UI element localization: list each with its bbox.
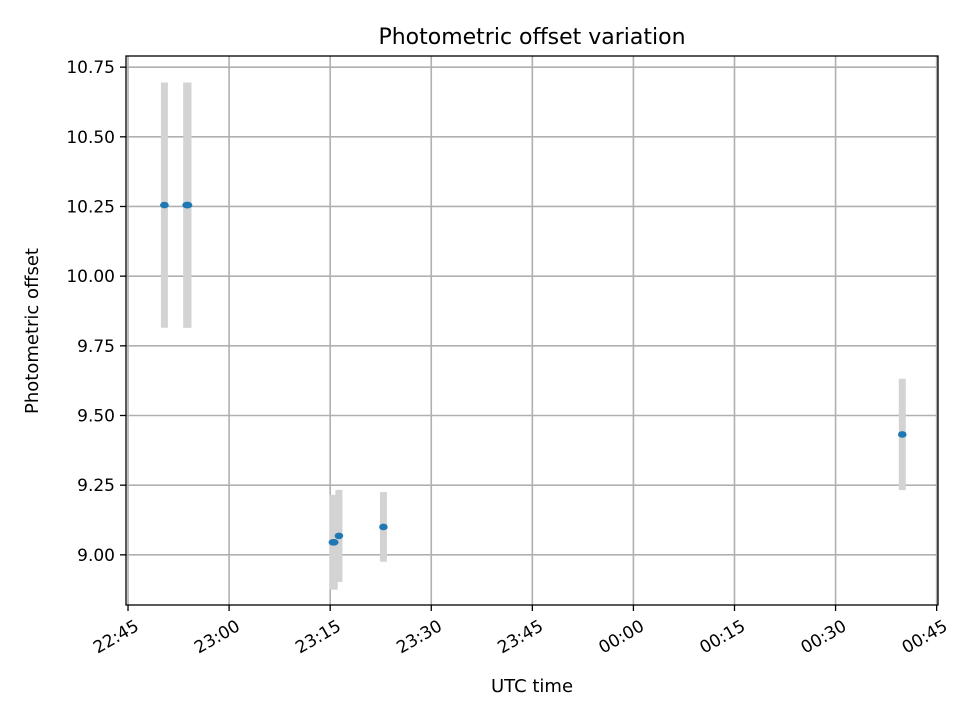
data-point xyxy=(329,538,339,546)
x-tick-label: 00:30 xyxy=(798,616,850,658)
x-tick-label: 00:45 xyxy=(899,616,951,658)
x-tick-label: 23:00 xyxy=(191,616,243,658)
y-tick-label: 9.25 xyxy=(77,476,115,496)
y-axis-label: Photometric offset xyxy=(22,248,43,414)
y-axis-ticks: 9.00 9.25 9.50 9.75 10.00 10.25 10.50 10.75 xyxy=(66,58,126,566)
y-tick-label: 9.50 xyxy=(77,406,115,426)
y-tick-label: 9.75 xyxy=(77,337,115,357)
error-bars xyxy=(160,82,906,590)
x-tick-label: 00:15 xyxy=(697,616,749,658)
x-tick-label: 22:45 xyxy=(90,616,142,658)
x-axis-label: UTC time xyxy=(491,676,573,697)
data-point xyxy=(183,201,193,209)
x-tick-label: 23:45 xyxy=(494,616,546,658)
x-tick-label: 00:00 xyxy=(595,616,647,658)
data-point xyxy=(897,431,907,438)
x-tick-label: 23:30 xyxy=(393,616,445,658)
chart-title: Photometric offset variation xyxy=(378,25,685,50)
y-tick-label: 10.75 xyxy=(66,58,115,78)
y-tick-label: 9.00 xyxy=(77,546,115,566)
y-tick-label: 10.50 xyxy=(66,128,115,148)
data-points xyxy=(160,201,907,546)
data-point xyxy=(379,523,388,531)
data-point xyxy=(334,532,344,540)
y-tick-label: 10.25 xyxy=(66,197,115,217)
x-axis-ticks: 22:45 23:00 23:15 23:30 23:45 00:00 00:15 00:30… xyxy=(90,605,951,658)
x-tick-label: 23:15 xyxy=(292,616,344,658)
grid-lines xyxy=(126,56,938,605)
data-point xyxy=(160,201,169,209)
y-tick-label: 10.00 xyxy=(66,267,115,287)
